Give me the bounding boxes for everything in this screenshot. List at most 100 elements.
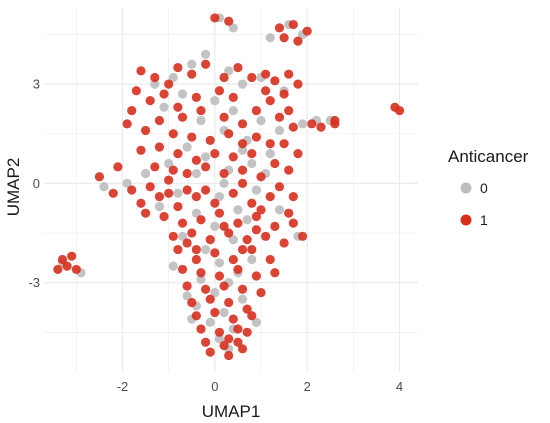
data-point-class-1: [284, 165, 294, 175]
x-tick-label: -2: [117, 379, 129, 394]
data-point-class-1: [279, 139, 289, 149]
data-point-class-0: [201, 152, 211, 162]
data-point-class-1: [219, 340, 229, 351]
data-point-class-1: [219, 112, 229, 122]
data-point-class-1: [261, 86, 271, 96]
data-point-class-1: [159, 89, 169, 99]
data-point-class-1: [224, 16, 234, 26]
data-point-class-1: [247, 311, 257, 321]
data-point-class-0: [164, 158, 174, 169]
data-point-class-1: [173, 149, 183, 159]
data-point-class-1: [201, 185, 211, 195]
data-point-class-1: [196, 268, 206, 278]
y-tick-label: -3: [28, 275, 40, 290]
y-tick-label: 0: [33, 176, 40, 191]
data-point-class-1: [168, 165, 178, 175]
y-tick-labels: -3 0 3: [28, 77, 40, 291]
data-point-class-1: [205, 347, 215, 357]
data-point-class-1: [71, 264, 81, 275]
data-point-class-1: [187, 69, 197, 79]
data-point-class-1: [191, 244, 201, 255]
data-point-class-1: [210, 198, 220, 208]
data-point-class-1: [284, 105, 294, 116]
data-point-class-1: [201, 59, 211, 69]
data-point-class-0: [191, 208, 201, 218]
data-point-class-1: [214, 271, 225, 281]
data-point-class-1: [233, 324, 243, 334]
data-point-class-1: [330, 119, 340, 129]
data-point-class-0: [205, 317, 215, 327]
data-point-class-1: [214, 327, 225, 337]
data-point-class-0: [201, 244, 211, 255]
data-point-class-0: [210, 221, 220, 231]
x-tick-label: 0: [211, 379, 218, 394]
data-point-class-1: [150, 162, 160, 172]
data-point-class-1: [247, 72, 257, 83]
data-point-class-1: [265, 139, 275, 149]
data-point-class-1: [127, 185, 137, 195]
data-point-class-0: [168, 261, 178, 271]
data-point-class-1: [140, 208, 151, 218]
data-point-class-0: [154, 201, 165, 212]
data-point-class-1: [177, 264, 188, 275]
data-point-class-1: [265, 192, 275, 202]
data-point-class-1: [191, 92, 201, 102]
data-point-class-1: [196, 105, 206, 116]
data-point-class-0: [159, 102, 169, 112]
data-point-class-1: [293, 36, 303, 46]
data-point-class-0: [214, 192, 225, 202]
data-point-class-0: [177, 231, 188, 241]
data-point-class-0: [237, 79, 248, 89]
data-point-class-1: [224, 350, 234, 361]
x-tick-label: 4: [396, 379, 403, 394]
data-point-class-1: [284, 208, 294, 218]
data-point-class-1: [288, 218, 298, 228]
data-point-class-1: [233, 337, 243, 347]
data-point-class-1: [288, 192, 298, 202]
data-point-class-1: [187, 228, 197, 238]
data-point-class-0: [228, 23, 238, 33]
data-point-class-1: [270, 76, 280, 86]
data-point-class-0: [247, 158, 257, 169]
data-point-class-1: [205, 235, 215, 245]
data-point-class-0: [187, 59, 197, 69]
data-point-class-1: [196, 324, 206, 334]
data-point-class-1: [210, 248, 220, 258]
data-point-class-0: [168, 72, 178, 83]
data-point-class-1: [154, 192, 165, 202]
data-point-class-0: [196, 115, 206, 126]
x-tick-label: 2: [304, 379, 311, 394]
data-point-class-1: [145, 182, 155, 192]
data-point-class-1: [177, 112, 188, 122]
data-point-class-1: [182, 238, 192, 248]
data-point-class-1: [233, 218, 243, 228]
data-point-class-0: [224, 66, 234, 76]
data-point-class-1: [242, 304, 252, 314]
data-point-class-1: [62, 261, 72, 271]
data-point-class-0: [182, 291, 192, 301]
data-point-class-1: [182, 168, 192, 179]
data-point-class-1: [251, 225, 261, 235]
data-point-class-1: [270, 158, 280, 169]
data-point-class-1: [196, 215, 206, 225]
data-point-class-1: [201, 284, 211, 294]
data-point-class-1: [205, 294, 215, 304]
data-point-class-0: [251, 317, 261, 327]
data-point-class-1: [224, 334, 234, 344]
data-point-class-1: [251, 211, 261, 222]
data-point-class-0: [233, 205, 243, 215]
data-point-class-0: [191, 168, 201, 179]
data-point-class-1: [145, 96, 155, 106]
data-point-class-1: [228, 314, 238, 324]
legend-title: Anticancer: [448, 147, 529, 166]
data-point-class-0: [265, 33, 275, 43]
data-point-class-0: [99, 182, 109, 192]
data-point-class-1: [191, 192, 201, 202]
data-point-class-1: [219, 72, 229, 83]
data-point-class-1: [233, 264, 243, 275]
data-point-class-1: [307, 119, 317, 129]
data-point-class-1: [127, 105, 137, 116]
data-point-class-0: [196, 274, 206, 284]
